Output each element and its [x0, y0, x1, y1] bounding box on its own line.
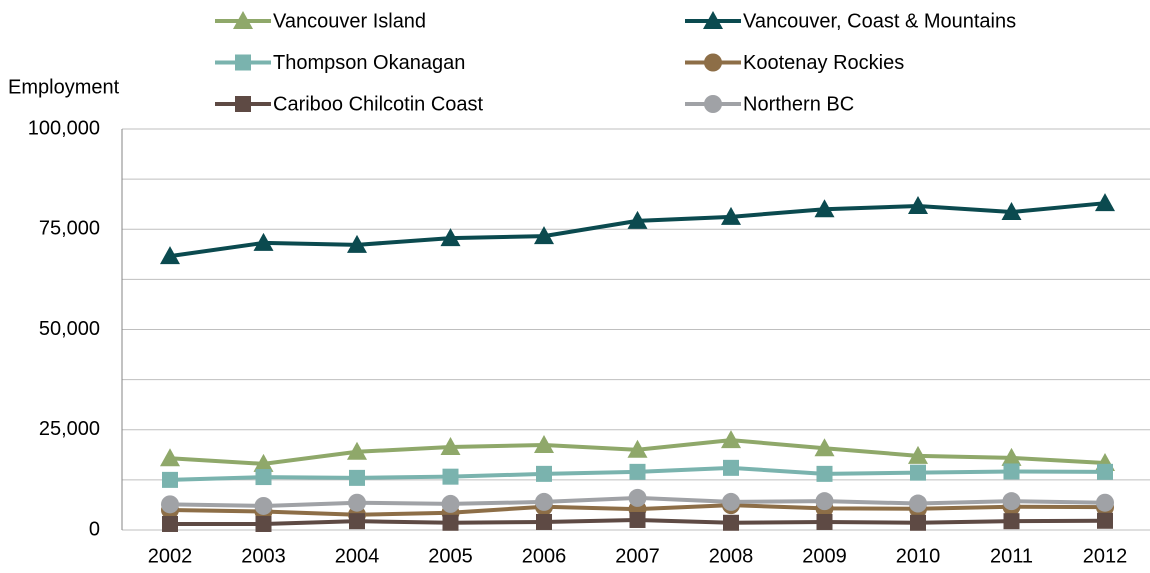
data-point	[908, 445, 928, 464]
x-tick-label: 2007	[615, 545, 660, 567]
data-point	[816, 465, 833, 482]
data-point	[442, 514, 459, 531]
data-point	[1003, 463, 1020, 480]
data-point	[629, 463, 646, 480]
data-point	[253, 453, 274, 472]
y-axis-label: Employment	[8, 76, 120, 98]
data-point	[160, 448, 180, 467]
data-point	[721, 430, 741, 449]
data-point	[162, 471, 178, 488]
data-point	[1002, 492, 1021, 511]
legend-marker	[704, 53, 722, 72]
data-point	[1001, 202, 1022, 221]
data-point	[1096, 493, 1114, 512]
data-point	[910, 464, 926, 481]
data-point	[534, 434, 554, 453]
data-point	[160, 246, 180, 265]
data-point	[1097, 463, 1113, 480]
legend-label: Vancouver Island	[273, 10, 426, 32]
data-point	[909, 494, 927, 513]
data-point	[1001, 447, 1022, 466]
legend-marker	[235, 54, 251, 71]
x-tick-label: 2009	[802, 545, 847, 567]
data-point	[627, 439, 648, 458]
data-point	[721, 206, 741, 225]
x-tick-label: 2004	[335, 545, 380, 567]
x-tick-label: 2012	[1083, 545, 1128, 567]
data-point	[536, 465, 552, 482]
data-point	[254, 496, 273, 515]
data-point	[161, 495, 179, 514]
data-point	[627, 210, 648, 229]
x-tick-label: 2003	[241, 545, 286, 567]
x-tick-label: 2006	[522, 545, 567, 567]
legend-label: Northern BC	[743, 93, 854, 115]
x-tick-label: 2011	[990, 545, 1033, 567]
legend-marker	[233, 11, 253, 29]
data-point	[723, 514, 739, 531]
data-point	[722, 492, 740, 511]
data-point	[814, 438, 835, 457]
data-point	[1097, 512, 1113, 529]
data-point	[255, 469, 272, 486]
data-point	[535, 492, 553, 511]
data-point	[534, 226, 554, 245]
legend-marker	[703, 11, 723, 29]
data-point	[347, 441, 367, 460]
data-point	[255, 515, 272, 532]
data-point	[442, 468, 459, 485]
y-tick-label: 50,000	[39, 318, 100, 340]
data-point	[723, 459, 739, 476]
x-tick-label: 2010	[896, 545, 941, 567]
data-point	[440, 436, 461, 455]
data-point	[910, 514, 926, 531]
data-point	[814, 199, 835, 218]
data-point	[816, 513, 833, 530]
y-tick-label: 25,000	[39, 418, 100, 440]
data-point	[348, 493, 366, 512]
data-point	[1095, 193, 1115, 212]
data-point	[908, 195, 928, 214]
legend-label: Cariboo Chilcotin Coast	[273, 93, 484, 115]
data-point	[815, 492, 834, 511]
data-point	[440, 228, 461, 247]
legend-label: Kootenay Rockies	[743, 52, 904, 74]
data-point	[349, 469, 365, 486]
data-point	[253, 232, 274, 251]
data-point	[536, 513, 552, 530]
y-tick-label: 75,000	[39, 218, 100, 240]
y-tick-label: 0	[89, 518, 100, 540]
data-point	[347, 234, 367, 253]
legend-label: Thompson Okanagan	[273, 52, 465, 74]
x-tick-label: 2002	[148, 545, 193, 567]
x-tick-label: 2008	[709, 545, 754, 567]
legend-marker	[235, 96, 251, 112]
x-tick-label: 2005	[428, 545, 473, 567]
data-point	[628, 488, 647, 507]
data-point	[349, 513, 365, 530]
data-point	[441, 494, 460, 513]
data-point	[162, 515, 178, 532]
data-point	[629, 511, 646, 528]
y-tick-label: 100,000	[28, 117, 100, 139]
data-point	[1003, 513, 1020, 530]
legend-label: Vancouver, Coast & Mountains	[743, 10, 1016, 32]
legend-marker	[704, 95, 722, 113]
